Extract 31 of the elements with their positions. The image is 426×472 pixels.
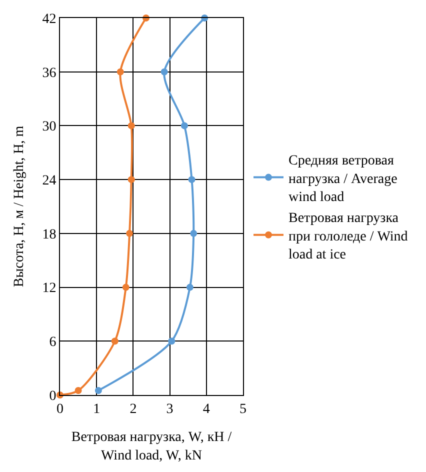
y-tick-label: 42 [42, 12, 56, 27]
x-tick-label: 2 [130, 402, 137, 417]
point [160, 68, 168, 76]
point [168, 338, 176, 345]
point [74, 387, 82, 394]
point [190, 230, 198, 237]
x-tick-label: 3 [166, 402, 174, 417]
point [94, 387, 102, 394]
y-tick-label: 0 [49, 388, 56, 404]
legend-label: Средняя ветровая нагрузка / Average wind load [288, 154, 398, 205]
legend-label: Ветровая нагрузка при гололеде / Wind load at ice [288, 211, 408, 263]
y-tick-label: 18 [42, 227, 56, 242]
point [116, 68, 124, 76]
point [186, 284, 194, 291]
point [126, 230, 134, 237]
y-tick-label: 6 [49, 335, 56, 350]
x-axis-title: Ветровая нагрузка, W, кН / Wind load, W, kN [71, 430, 232, 464]
x-tick-label: 1 [93, 402, 100, 417]
point [180, 122, 188, 130]
x-tick-label: 5 [240, 402, 246, 417]
y-tick-label: 36 [42, 66, 56, 81]
point [128, 122, 135, 130]
point [188, 176, 196, 184]
y-tick-label: 24 [42, 173, 56, 188]
x-tick-label: 4 [202, 402, 210, 417]
y-tick-label: 30 [42, 120, 56, 135]
y-axis-title: Высота, H, м / Height, H, m [12, 126, 27, 288]
point [128, 176, 135, 184]
y-tick-label: 12 [42, 281, 56, 296]
point [122, 284, 130, 291]
point [111, 338, 118, 345]
